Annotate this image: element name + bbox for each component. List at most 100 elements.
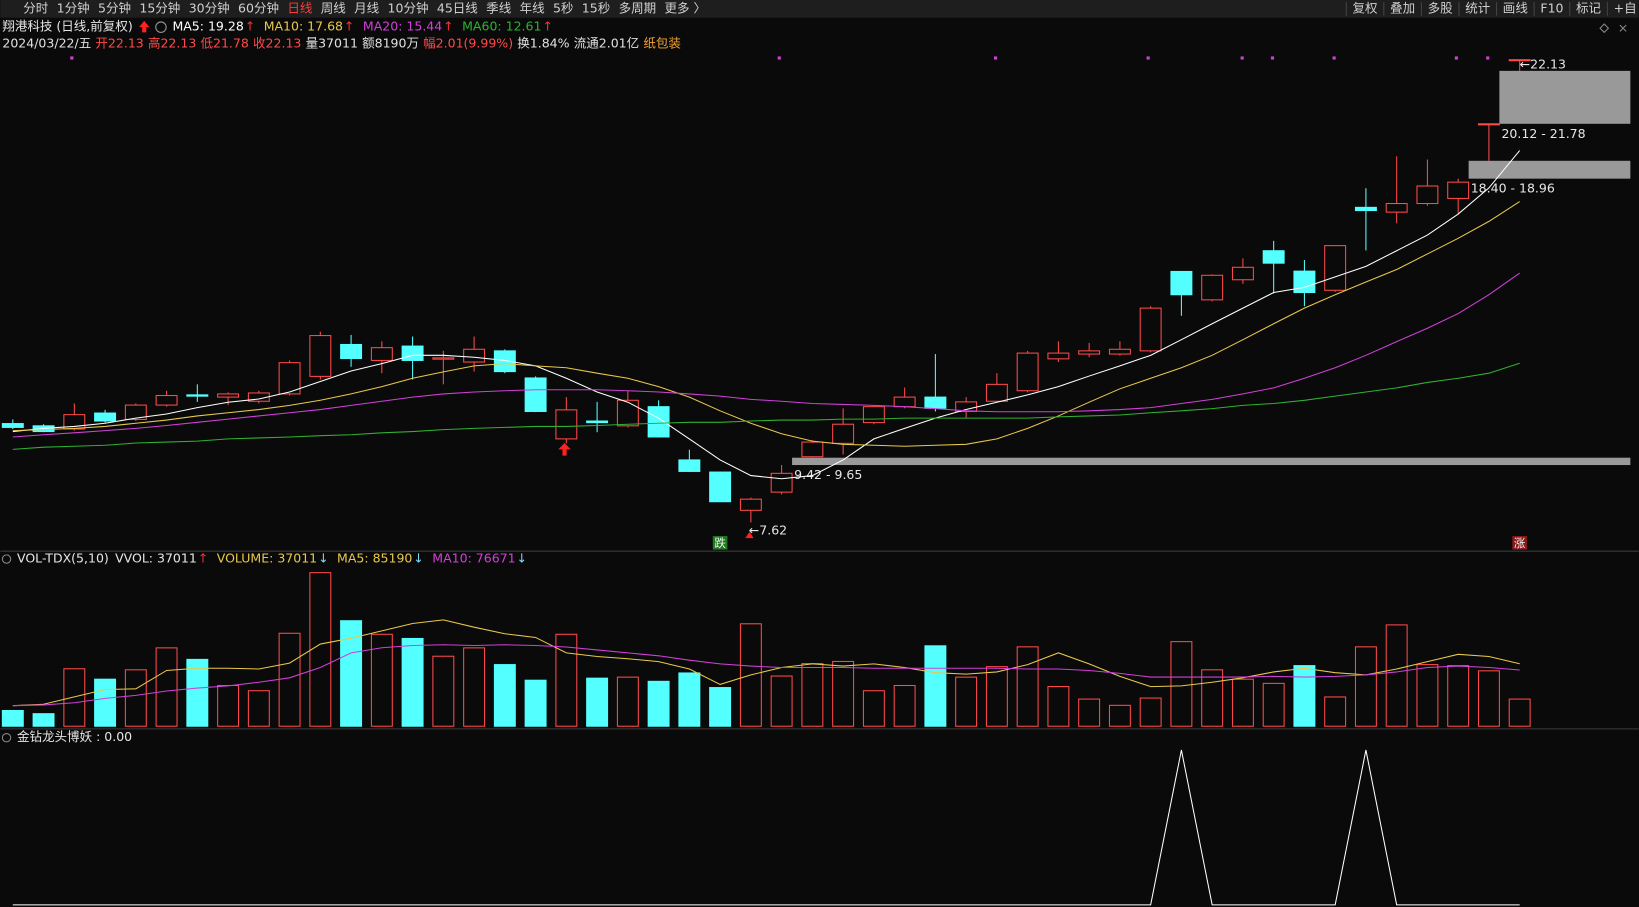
period-tab[interactable]: 1分钟: [57, 0, 90, 15]
tool-button[interactable]: 多股: [1428, 0, 1454, 15]
legend-entry: VOLUME: 37011: [217, 551, 317, 566]
period-tab[interactable]: 更多 〉: [665, 0, 707, 15]
candle-body: [1508, 59, 1531, 62]
ma-line: [12, 272, 1520, 438]
candle-body: [309, 335, 332, 377]
candle-body: [770, 472, 793, 493]
volume-bar: [1016, 646, 1039, 727]
candle-body: [1047, 352, 1070, 360]
quote-item: 额8190万: [362, 35, 419, 50]
volume-bar: [709, 687, 732, 727]
tool-button[interactable]: 叠加: [1390, 0, 1415, 15]
volume-bar: [1108, 704, 1131, 727]
volume-bar: [862, 690, 885, 727]
volume-bar: [586, 677, 609, 727]
volume-bar: [1231, 678, 1254, 727]
volume-ma-line: [12, 619, 1520, 707]
candle-body: [739, 498, 762, 511]
candle-body: [832, 423, 855, 444]
candle-body: [278, 362, 301, 395]
period-tab[interactable]: 日线: [287, 0, 313, 15]
period-tab[interactable]: 年线: [520, 0, 546, 15]
volume-bar: [186, 658, 209, 727]
legend-trend: ↓: [318, 551, 329, 566]
stock-name: 翔港科技 (日线,前复权): [2, 19, 132, 34]
ma-line: [12, 362, 1520, 450]
candle-body: [555, 409, 578, 440]
period-tab[interactable]: 5分钟: [98, 0, 131, 15]
legend-trend: ↓: [413, 551, 424, 566]
volume-bar: [1078, 698, 1101, 727]
gap-band: [1468, 160, 1631, 179]
candle-body: [1078, 350, 1101, 355]
period-tab[interactable]: 10分钟: [388, 0, 429, 15]
period-tab[interactable]: 周线: [321, 0, 347, 15]
legend-entry: MA10: 76671: [432, 551, 515, 566]
tool-button[interactable]: F10: [1540, 0, 1563, 15]
candle-body: [709, 471, 732, 503]
period-tab[interactable]: 5秒: [553, 0, 573, 15]
candle-body: [524, 377, 547, 412]
candle-body: [862, 406, 885, 424]
quote-item: 2024/03/22/五: [2, 35, 91, 50]
period-tab[interactable]: 15秒: [582, 0, 610, 15]
quote-item: 收22.13: [253, 35, 301, 50]
signal-label: 涨: [1514, 536, 1526, 550]
legend-trend: ↑: [245, 19, 256, 34]
panel-title: VOL-TDX(5,10): [17, 551, 109, 566]
volume-bar: [524, 679, 547, 727]
period-tab[interactable]: 15分钟: [139, 0, 180, 15]
volume-bar: [955, 676, 978, 727]
toolbar: [0, 0, 1639, 18]
candle-body: [1139, 307, 1162, 352]
candle-body: [432, 357, 455, 360]
quote-item: 纸包装: [643, 35, 681, 50]
period-tab[interactable]: 30分钟: [189, 0, 230, 15]
quote-item: 高22.13: [148, 35, 196, 50]
legend-trend: ↑: [543, 19, 554, 34]
tool-button[interactable]: 标记: [1576, 0, 1602, 15]
period-tab[interactable]: 月线: [354, 0, 380, 15]
buy-arrow: [558, 443, 571, 456]
legend-entry: MA10: 17.68: [264, 19, 343, 34]
period-tab[interactable]: 季线: [486, 0, 512, 15]
volume-bar: [893, 684, 916, 727]
candle-body: [1016, 352, 1039, 392]
volume-bar: [770, 675, 793, 727]
candle-body: [1201, 274, 1224, 301]
volume-bar: [924, 645, 947, 727]
volume-bar: [1293, 665, 1316, 727]
quote-item: 量37011: [306, 35, 358, 50]
quote-item: 开22.13: [95, 35, 143, 50]
volume-bar: [1, 710, 24, 727]
tool-button[interactable]: 统计: [1465, 0, 1490, 15]
gap-band: [1499, 70, 1631, 124]
gap-label: 9.42 - 9.65: [794, 467, 862, 482]
candle-body: [463, 348, 486, 363]
candle-body: [217, 393, 240, 398]
candle-body: [124, 404, 147, 420]
volume-bar: [32, 713, 55, 727]
volume-bar: [340, 620, 363, 727]
signal-badge: [1512, 536, 1527, 550]
legend-entry: MA60: 12.61: [462, 19, 541, 34]
candle-body: [893, 396, 916, 408]
candle-body: [370, 347, 393, 361]
tool-button[interactable]: +自: [1614, 0, 1637, 15]
gap-label: 20.12 - 21.78: [1501, 126, 1585, 141]
volume-bar: [463, 647, 486, 727]
candle-body: [493, 350, 516, 373]
signal-label: 跌: [714, 536, 726, 550]
tool-button[interactable]: 画线: [1503, 0, 1529, 15]
volume-ma-line: [12, 644, 1520, 707]
period-tab[interactable]: 多周期: [619, 0, 657, 15]
quote-item: 换1.84%: [517, 35, 569, 50]
period-tab[interactable]: 分时: [23, 0, 49, 15]
candle-body: [1262, 250, 1285, 264]
period-tab[interactable]: 60分钟: [238, 0, 279, 15]
tool-button[interactable]: 复权: [1353, 0, 1379, 15]
volume-bar: [493, 664, 516, 727]
legend-entry: MA5: 85190: [337, 551, 412, 566]
period-tab[interactable]: 45日线: [437, 0, 478, 15]
